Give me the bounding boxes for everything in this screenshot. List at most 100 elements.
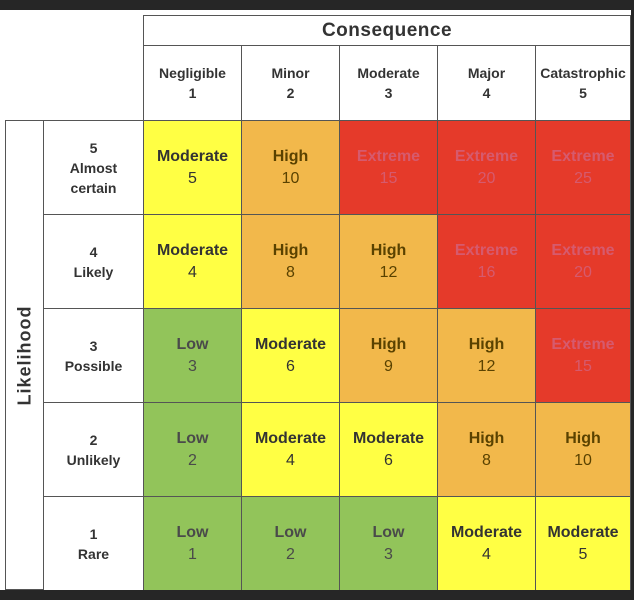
risk-level-label: Moderate [254, 429, 327, 447]
row-score: 3 [89, 337, 98, 354]
risk-score-value: 9 [384, 357, 393, 375]
column-header-major: Major 4 [437, 45, 536, 121]
risk-cell-moderate: Moderate 6 [339, 402, 438, 497]
column-name: Minor [271, 65, 310, 81]
row-name-line: Unlikely [66, 451, 121, 468]
row-score: 2 [89, 431, 98, 448]
risk-level-label: Moderate [352, 429, 425, 447]
risk-score-value: 15 [574, 357, 592, 375]
risk-cell-extreme: Extreme 16 [437, 214, 536, 309]
risk-score-value: 3 [188, 357, 197, 375]
risk-score-value: 3 [384, 545, 393, 563]
row-score: 1 [89, 525, 98, 542]
risk-level-label: Extreme [356, 147, 421, 165]
risk-score-value: 25 [574, 169, 592, 187]
column-name: Major [467, 65, 506, 81]
risk-cell-moderate: Moderate 4 [143, 214, 242, 309]
row-header-1: 1 Rare [43, 496, 144, 591]
risk-score-value: 5 [578, 545, 588, 563]
row-name-line: Possible [64, 357, 123, 374]
risk-cell-extreme: Extreme 20 [437, 120, 536, 215]
risk-score-value: 10 [574, 451, 592, 469]
risk-level-label: High [468, 429, 505, 447]
risk-cell-moderate: Moderate 4 [241, 402, 340, 497]
risk-score-value: 12 [477, 357, 496, 375]
risk-cell-moderate: Moderate 4 [437, 496, 536, 591]
column-score: 5 [579, 85, 587, 101]
risk-score-value: 4 [482, 545, 491, 563]
risk-score-value: 12 [379, 263, 398, 281]
row-header-2: 2 Unlikely [43, 402, 144, 497]
row-name-line: certain [70, 179, 117, 196]
risk-level-label: Moderate [254, 335, 327, 353]
risk-cell-low: Low 2 [143, 402, 242, 497]
risk-level-label: Low [176, 523, 209, 541]
row-score: 5 [89, 139, 98, 156]
column-header-catastrophic: Catastrophic 5 [535, 45, 631, 121]
risk-cell-high: High 9 [339, 308, 438, 403]
risk-cell-extreme: Extreme 15 [339, 120, 438, 215]
column-score: 4 [482, 85, 491, 101]
risk-score-value: 4 [188, 263, 197, 281]
column-score: 2 [286, 85, 295, 101]
risk-cell-low: Low 3 [143, 308, 242, 403]
risk-level-label: Moderate [156, 241, 229, 259]
risk-cell-high: High 8 [241, 214, 340, 309]
row-score: 4 [89, 243, 98, 260]
risk-score-value: 6 [286, 357, 295, 375]
risk-level-label: Moderate [547, 523, 619, 541]
column-header-moderate: Moderate 3 [339, 45, 438, 121]
row-name-line: Rare [77, 545, 110, 562]
risk-cell-high: High 10 [535, 402, 631, 497]
risk-score-value: 8 [286, 263, 295, 281]
column-score: 1 [188, 85, 197, 101]
risk-score-value: 10 [281, 169, 300, 187]
column-header-minor: Minor 2 [241, 45, 340, 121]
risk-level-label: Extreme [454, 241, 519, 259]
risk-cell-extreme: Extreme 25 [535, 120, 631, 215]
consequence-title: Consequence [321, 20, 453, 41]
risk-score-value: 4 [286, 451, 295, 469]
right-border-bar [631, 0, 634, 600]
column-name: Moderate [357, 65, 420, 81]
risk-cell-high: High 10 [241, 120, 340, 215]
risk-score-value: 2 [286, 545, 295, 563]
row-name-line: Likely [73, 263, 114, 280]
risk-cell-low: Low 3 [339, 496, 438, 591]
risk-cell-extreme: Extreme 20 [535, 214, 631, 309]
risk-level-label: Extreme [454, 147, 519, 165]
risk-score-value: 1 [188, 545, 197, 563]
consequence-header: Consequence [143, 15, 631, 46]
risk-score-value: 20 [574, 263, 592, 281]
risk-score-value: 2 [188, 451, 197, 469]
risk-score-value: 20 [477, 169, 496, 187]
risk-cell-moderate: Moderate 5 [143, 120, 242, 215]
risk-cell-low: Low 2 [241, 496, 340, 591]
risk-level-label: Moderate [450, 523, 523, 541]
top-border-bar [0, 0, 634, 10]
column-name: Catastrophic [540, 65, 626, 81]
risk-level-label: Extreme [551, 147, 615, 165]
risk-score-value: 16 [477, 263, 496, 281]
row-header-3: 3 Possible [43, 308, 144, 403]
row-header-5: 5 Almost certain [43, 120, 144, 215]
risk-level-label: High [272, 241, 309, 259]
risk-cell-high: High 12 [437, 308, 536, 403]
risk-score-value: 6 [384, 451, 393, 469]
risk-cell-extreme: Extreme 15 [535, 308, 631, 403]
risk-cell-low: Low 1 [143, 496, 242, 591]
risk-level-label: High [565, 429, 601, 447]
likelihood-header: Likelihood [5, 120, 43, 590]
column-header-negligible: Negligible 1 [143, 45, 242, 121]
row-name-line: Almost [69, 159, 118, 176]
risk-level-label: Low [176, 429, 209, 447]
row-header-4: 4 Likely [43, 214, 144, 309]
risk-cell-moderate: Moderate 5 [535, 496, 631, 591]
risk-level-label: Low [274, 523, 307, 541]
column-name: Negligible [159, 65, 226, 81]
risk-score-value: 8 [482, 451, 491, 469]
risk-level-label: Low [372, 523, 405, 541]
risk-level-label: Extreme [551, 241, 615, 259]
likelihood-title: Likelihood [14, 305, 34, 405]
risk-level-label: High [272, 147, 309, 165]
